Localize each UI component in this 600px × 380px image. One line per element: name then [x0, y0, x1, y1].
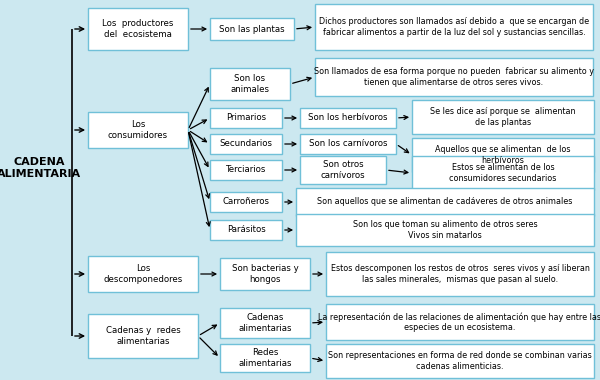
- FancyBboxPatch shape: [412, 156, 594, 190]
- FancyBboxPatch shape: [326, 252, 594, 296]
- Text: La representación de las relaciones de alimentación que hay entre las
especies d: La representación de las relaciones de a…: [319, 312, 600, 332]
- FancyBboxPatch shape: [210, 220, 282, 240]
- Text: Son los herbívoros: Son los herbívoros: [308, 114, 388, 122]
- Text: Son otros
carnívoros: Son otros carnívoros: [320, 160, 365, 180]
- Text: Son los
animales: Son los animales: [230, 74, 269, 94]
- Text: Cadenas y  redes
alimentarias: Cadenas y redes alimentarias: [106, 326, 181, 346]
- Text: Estos descomponen los restos de otros  seres vivos y así liberan
las sales miner: Estos descomponen los restos de otros se…: [331, 264, 589, 284]
- FancyBboxPatch shape: [326, 344, 594, 378]
- Text: Carroñeros: Carroñeros: [223, 198, 269, 206]
- Text: Los
consumidores: Los consumidores: [108, 120, 168, 140]
- Text: Dichos productores son llamados así debido a  que se encargan de
fabricar alimen: Dichos productores son llamados así debi…: [319, 17, 589, 37]
- FancyBboxPatch shape: [412, 138, 594, 172]
- Text: Son representaciones en forma de red donde se combinan varias
cadenas alimentici: Son representaciones en forma de red don…: [328, 351, 592, 371]
- FancyBboxPatch shape: [220, 308, 310, 338]
- Text: Estos se alimentan de los
consumidores secundarios: Estos se alimentan de los consumidores s…: [449, 163, 557, 183]
- FancyBboxPatch shape: [210, 160, 282, 180]
- Text: Son llamados de esa forma porque no pueden  fabricar su alimento y
tienen que al: Son llamados de esa forma porque no pued…: [314, 67, 594, 87]
- FancyBboxPatch shape: [210, 18, 294, 40]
- Text: Redes
alimentarias: Redes alimentarias: [238, 348, 292, 368]
- FancyBboxPatch shape: [88, 256, 198, 292]
- Text: Terciarios: Terciarios: [226, 166, 266, 174]
- FancyBboxPatch shape: [210, 192, 282, 212]
- FancyBboxPatch shape: [300, 156, 386, 184]
- Text: Primarios: Primarios: [226, 114, 266, 122]
- FancyBboxPatch shape: [210, 108, 282, 128]
- Text: Son aquellos que se alimentan de cadáveres de otros animales: Son aquellos que se alimentan de cadáver…: [317, 198, 572, 206]
- Text: Los
descomponedores: Los descomponedores: [103, 264, 182, 284]
- Text: Son bacterias y
hongos: Son bacterias y hongos: [232, 264, 298, 284]
- Text: Se les dice así porque se  alimentan
de las plantas: Se les dice así porque se alimentan de l…: [430, 107, 576, 127]
- Text: Son los que toman su alimento de otros seres
Vivos sin matarlos: Son los que toman su alimento de otros s…: [353, 220, 538, 240]
- FancyBboxPatch shape: [88, 8, 188, 50]
- FancyBboxPatch shape: [88, 314, 198, 358]
- FancyBboxPatch shape: [88, 112, 188, 148]
- FancyBboxPatch shape: [326, 304, 594, 340]
- FancyBboxPatch shape: [210, 68, 290, 100]
- Text: CADENA
ALIMENTARIA: CADENA ALIMENTARIA: [0, 157, 81, 179]
- Text: Los  productores
del  ecosistema: Los productores del ecosistema: [103, 19, 173, 39]
- FancyBboxPatch shape: [315, 58, 593, 96]
- FancyBboxPatch shape: [300, 134, 396, 154]
- Text: Son las plantas: Son las plantas: [219, 24, 285, 33]
- FancyBboxPatch shape: [315, 4, 593, 50]
- Text: Secundarios: Secundarios: [220, 139, 272, 149]
- FancyBboxPatch shape: [210, 134, 282, 154]
- FancyBboxPatch shape: [296, 188, 594, 216]
- Text: Aquellos que se alimentan  de los
herbívoros: Aquellos que se alimentan de los herbívo…: [435, 145, 571, 165]
- FancyBboxPatch shape: [220, 344, 310, 372]
- Text: Parásitos: Parásitos: [227, 225, 265, 234]
- FancyBboxPatch shape: [296, 214, 594, 246]
- FancyBboxPatch shape: [300, 108, 396, 128]
- FancyBboxPatch shape: [220, 258, 310, 290]
- FancyBboxPatch shape: [412, 100, 594, 134]
- Text: Son los carnívoros: Son los carnívoros: [309, 139, 387, 149]
- Text: Cadenas
alimentarias: Cadenas alimentarias: [238, 313, 292, 333]
